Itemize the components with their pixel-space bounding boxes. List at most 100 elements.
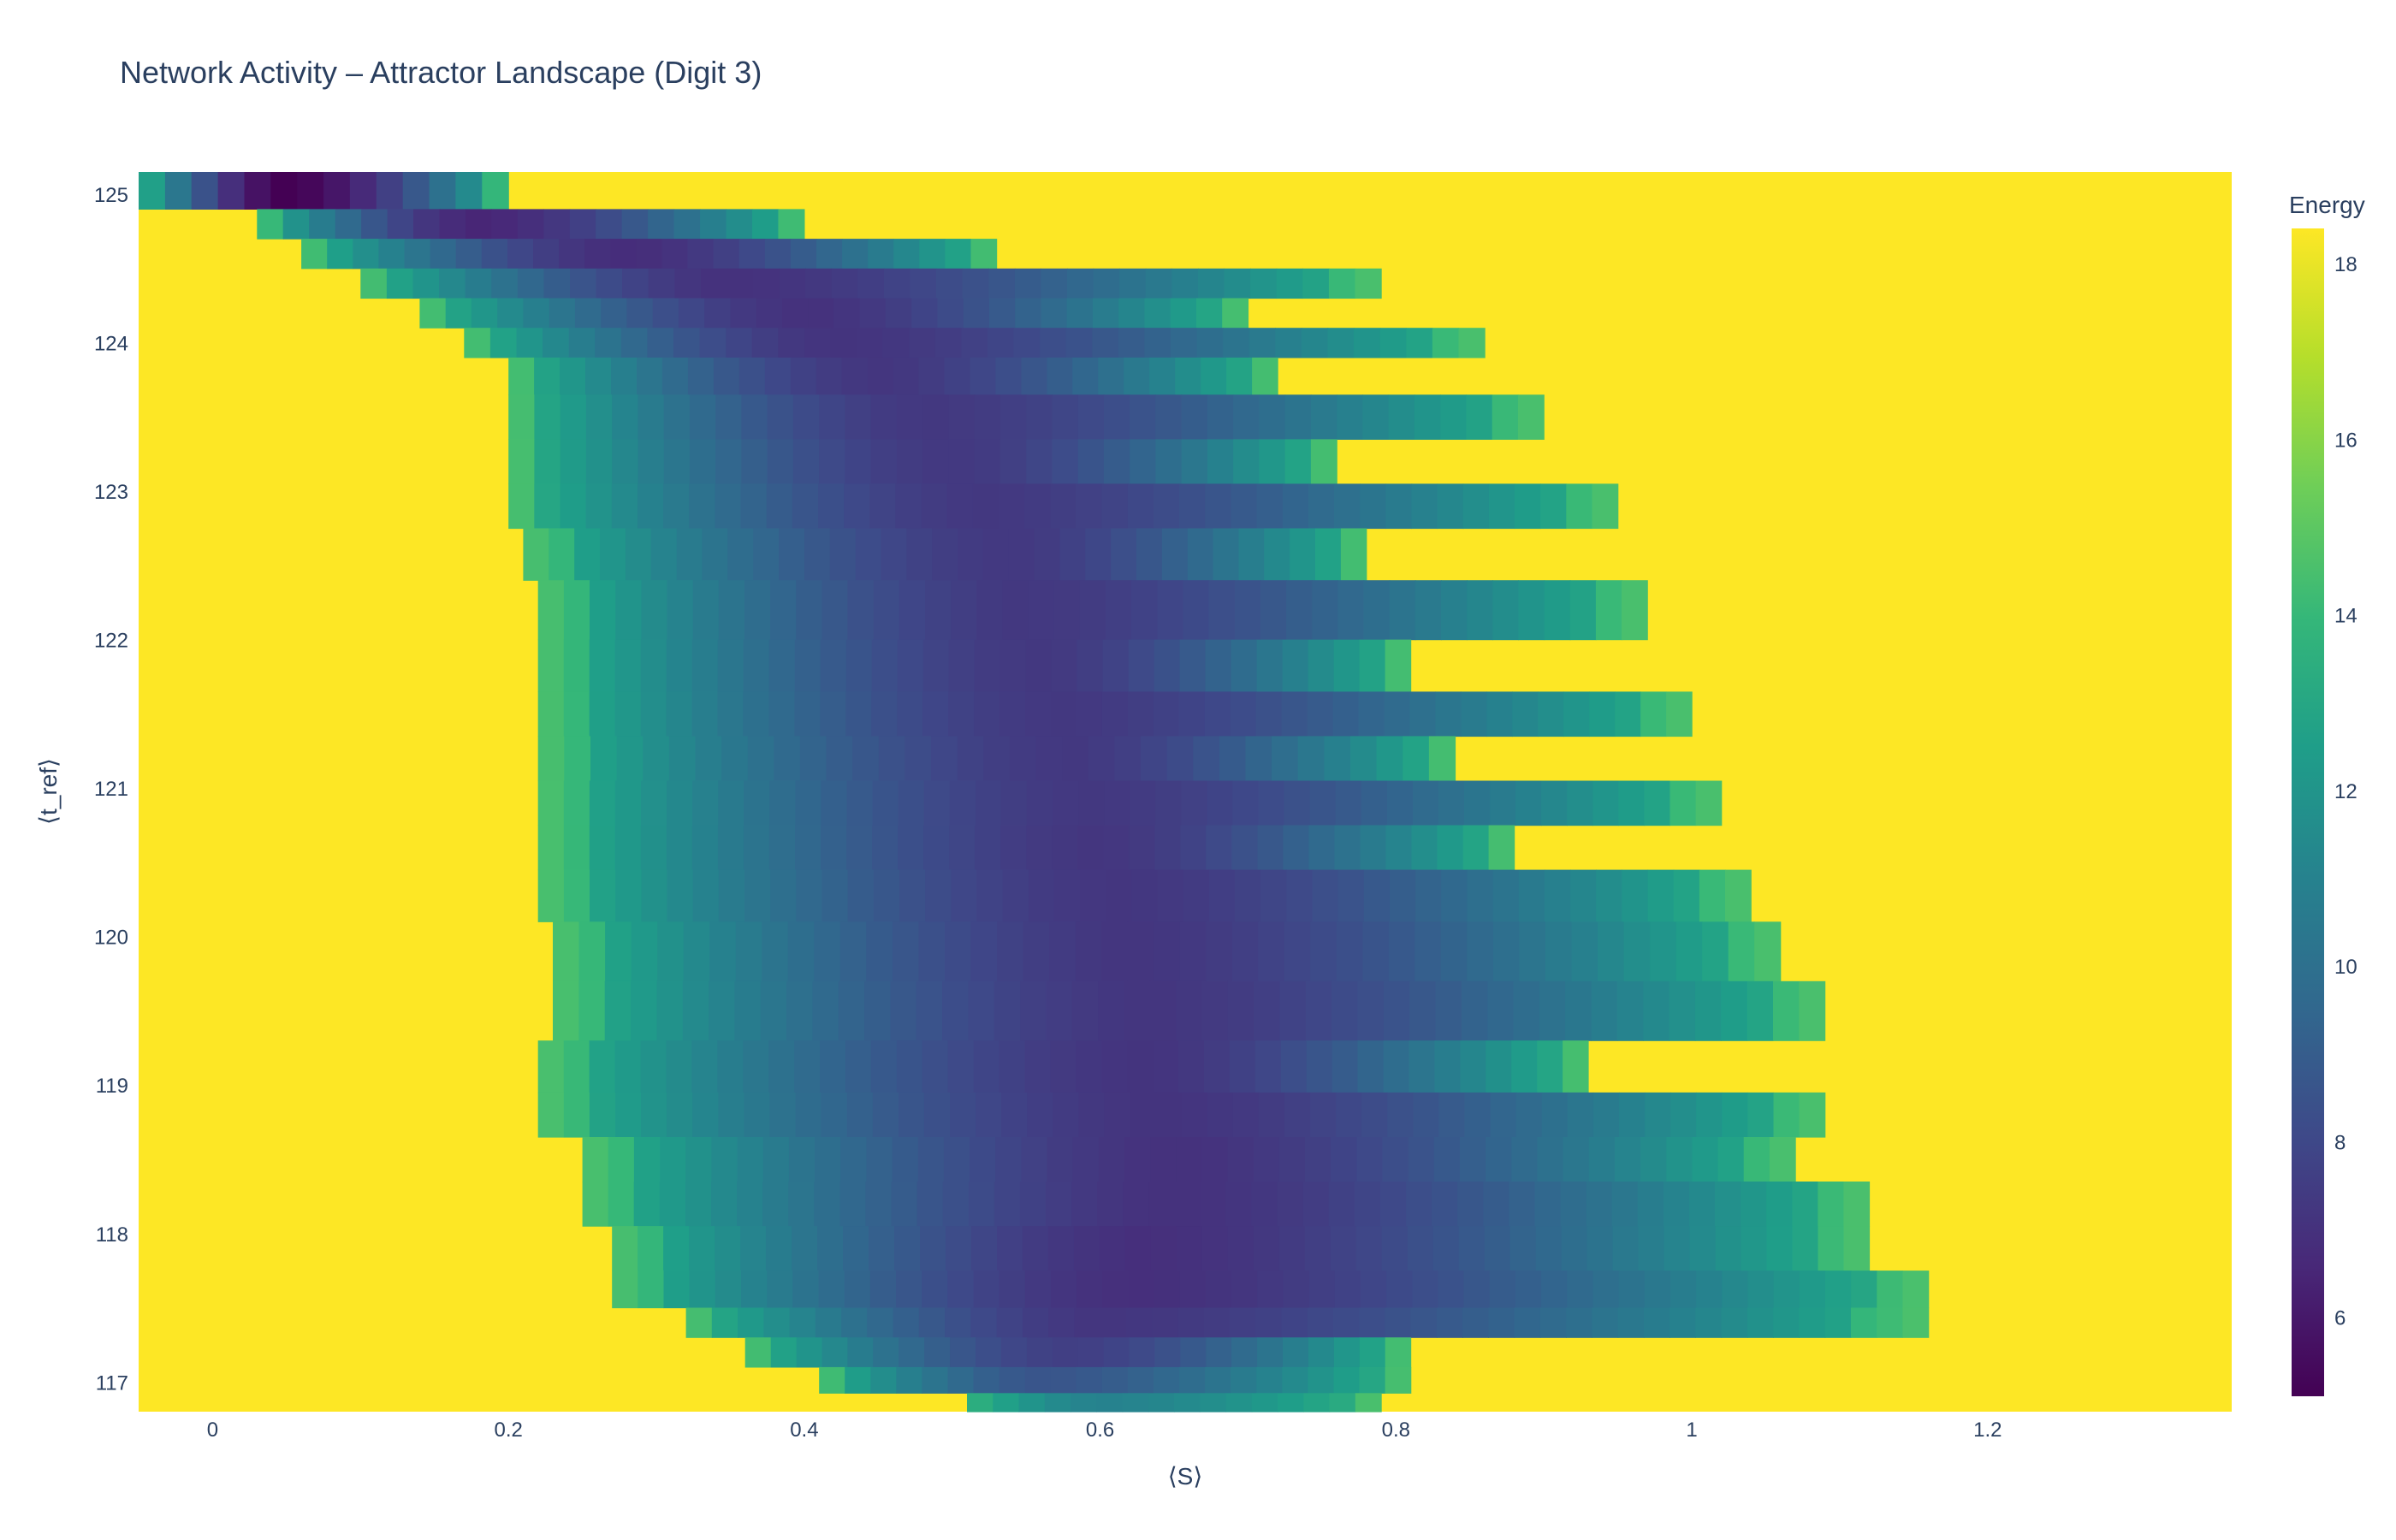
heatmap-cell: [974, 394, 1001, 440]
heatmap-cell: [839, 921, 867, 982]
heatmap-cell: [1101, 483, 1129, 530]
heatmap-cell: [1670, 1270, 1697, 1309]
heatmap-cell: [543, 268, 571, 299]
heatmap-cell: [570, 268, 597, 299]
heatmap-cell: [596, 209, 623, 240]
heatmap-cell: [1741, 1226, 1768, 1271]
heatmap-cell: [1566, 1307, 1592, 1338]
heatmap-cell: [1645, 1092, 1671, 1138]
heatmap-cell: [1111, 528, 1137, 581]
heatmap-cell: [738, 239, 766, 270]
heatmap-cell: [794, 639, 821, 692]
heatmap-cell: [1611, 1182, 1639, 1227]
heatmap-cell: [1458, 1226, 1486, 1271]
heatmap-cell: [1026, 1337, 1053, 1368]
heatmap-cell: [1308, 639, 1335, 692]
heatmap-cell: [1282, 639, 1309, 692]
heatmap-cell: [999, 639, 1027, 692]
heatmap-cell: [999, 439, 1027, 485]
heatmap-cell: [744, 580, 771, 641]
heatmap-cell: [1747, 1307, 1774, 1338]
heatmap-cell: [869, 483, 897, 530]
heatmap-cell: [666, 639, 693, 692]
heatmap-cell: [1103, 1337, 1130, 1368]
heatmap-cell: [1637, 1182, 1664, 1227]
x-axis-label: ⟨S⟩: [1168, 1463, 1203, 1490]
heatmap-cell: [846, 825, 873, 871]
heatmap-cell: [845, 394, 872, 440]
heatmap-cell: [1097, 1182, 1124, 1227]
heatmap-cell: [787, 921, 815, 982]
heatmap-cell: [1207, 394, 1234, 440]
heatmap-cell: [1024, 1366, 1052, 1394]
heatmap-cell: [1766, 1226, 1794, 1271]
heatmap-cell: [1046, 980, 1073, 1041]
heatmap-cell: [614, 780, 642, 826]
heatmap-cell: [1022, 1226, 1049, 1271]
heatmap-cell: [1101, 1040, 1128, 1093]
heatmap-cell: [1235, 869, 1261, 922]
heatmap-cell: [963, 298, 990, 329]
heatmap-cell: [999, 1366, 1026, 1394]
heatmap-cell: [297, 172, 324, 210]
heatmap-cell: [1754, 921, 1782, 982]
heatmap-cell: [621, 209, 649, 240]
heatmap-cell: [633, 1137, 661, 1182]
heatmap-cell: [921, 483, 948, 530]
heatmap-cell: [1227, 1137, 1254, 1182]
heatmap-cell: [1515, 1092, 1543, 1138]
heatmap-cell: [817, 1226, 844, 1271]
heatmap-cell: [1174, 1393, 1201, 1413]
heatmap-cell: [1227, 980, 1254, 1041]
heatmap-cell: [584, 239, 611, 270]
heatmap-cell: [1180, 825, 1207, 871]
heatmap-cell: [1483, 1182, 1509, 1227]
heatmap-cell: [944, 357, 971, 395]
heatmap-cell: [1766, 1182, 1793, 1227]
heatmap-cell: [1385, 483, 1413, 530]
heatmap-cell: [1336, 1092, 1362, 1138]
heatmap-cell: [507, 239, 534, 270]
heatmap-cell: [360, 268, 388, 299]
heatmap-cell: [892, 921, 919, 982]
heatmap-cell: [1458, 328, 1486, 358]
heatmap-cell: [1493, 921, 1521, 982]
heatmap-cell: [1155, 394, 1183, 440]
heatmap-cell: [1103, 439, 1130, 485]
heatmap-cell: [871, 691, 898, 737]
heatmap-cell: [1025, 691, 1052, 737]
heatmap-cell: [786, 980, 813, 1041]
heatmap-cell: [641, 1092, 667, 1138]
heatmap-cell: [821, 1337, 848, 1368]
heatmap-cell: [869, 1270, 897, 1309]
heatmap-cell: [1178, 691, 1206, 737]
heatmap-cell: [1492, 394, 1519, 440]
heatmap-cell: [1514, 1307, 1541, 1338]
heatmap-cell: [1438, 1270, 1465, 1309]
heatmap-cell: [893, 357, 920, 395]
heatmap-cell: [756, 298, 783, 329]
heatmap-cell: [846, 780, 874, 826]
heatmap-cell: [663, 439, 691, 485]
heatmap-cell: [614, 825, 642, 871]
heatmap-cell: [1623, 921, 1651, 982]
heatmap-cell: [1128, 639, 1155, 692]
heatmap-cell: [1434, 1040, 1461, 1093]
heatmap-cell: [578, 921, 606, 982]
heatmap-cell: [282, 209, 310, 240]
heatmap-cell: [1773, 1270, 1800, 1309]
heatmap-cell: [1622, 580, 1648, 641]
heatmap-cell: [1000, 825, 1027, 871]
heatmap-cell: [1026, 439, 1053, 485]
heatmap-cell: [1131, 580, 1158, 641]
heatmap-cell: [564, 736, 591, 782]
heatmap-cell: [922, 1270, 948, 1309]
heatmap-cell: [700, 209, 727, 240]
heatmap-cell: [896, 1270, 922, 1309]
heatmap-cell: [1282, 1366, 1308, 1394]
heatmap-cell: [997, 1226, 1023, 1271]
heatmap-cell: [1535, 1226, 1563, 1271]
heatmap-cell: [1154, 1337, 1181, 1368]
heatmap-cell: [795, 1092, 822, 1138]
heatmap-cell: [1278, 1137, 1306, 1182]
